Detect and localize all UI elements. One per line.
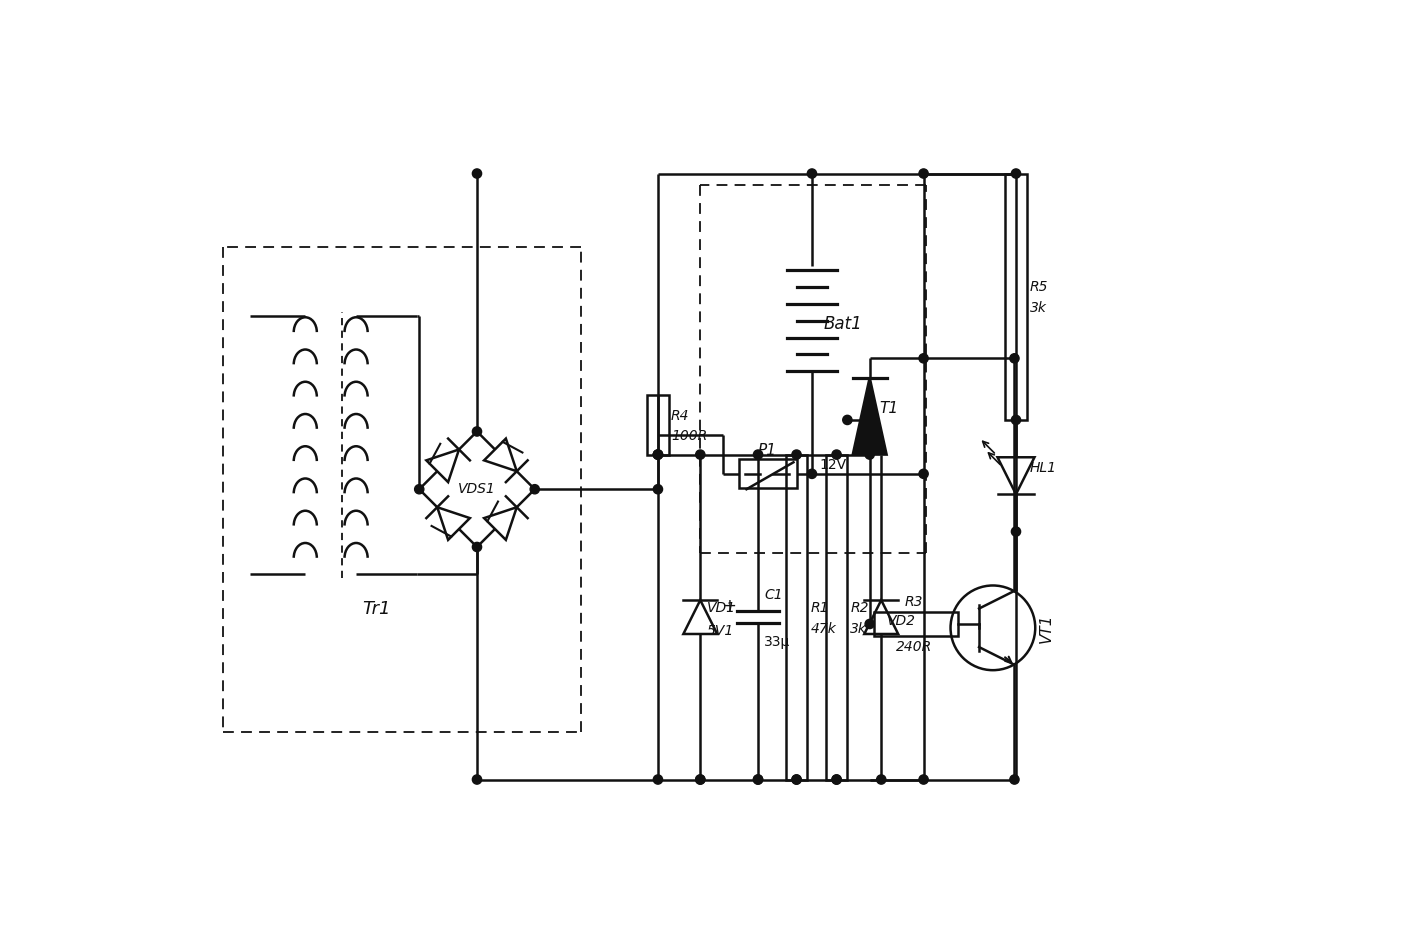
Text: Tr1: Tr1 bbox=[362, 600, 391, 618]
Circle shape bbox=[833, 450, 841, 459]
Text: VD2: VD2 bbox=[888, 614, 916, 628]
Circle shape bbox=[653, 450, 663, 459]
Circle shape bbox=[695, 775, 705, 784]
Circle shape bbox=[753, 775, 763, 784]
Circle shape bbox=[807, 169, 817, 178]
Text: VD1: VD1 bbox=[707, 601, 735, 615]
Circle shape bbox=[919, 169, 929, 178]
Text: 100R: 100R bbox=[671, 429, 707, 444]
Circle shape bbox=[653, 450, 663, 459]
Text: +: + bbox=[722, 597, 736, 615]
Circle shape bbox=[792, 775, 801, 784]
Bar bbox=[647, 395, 668, 455]
Circle shape bbox=[919, 469, 929, 479]
Circle shape bbox=[653, 485, 663, 494]
Circle shape bbox=[865, 620, 874, 628]
Bar bbox=[826, 455, 847, 780]
Text: 47k: 47k bbox=[810, 622, 837, 636]
Circle shape bbox=[807, 469, 817, 479]
Circle shape bbox=[792, 450, 801, 459]
Circle shape bbox=[1011, 527, 1021, 536]
Circle shape bbox=[865, 450, 874, 459]
Text: 12V: 12V bbox=[820, 458, 847, 471]
Bar bbox=[874, 612, 959, 636]
Text: HL1: HL1 bbox=[1029, 461, 1056, 475]
Circle shape bbox=[843, 415, 852, 425]
Circle shape bbox=[833, 775, 841, 784]
Text: 3k: 3k bbox=[851, 622, 868, 636]
Bar bbox=[739, 459, 797, 488]
Circle shape bbox=[653, 775, 663, 784]
Circle shape bbox=[1010, 775, 1020, 784]
Circle shape bbox=[1011, 415, 1021, 425]
Circle shape bbox=[753, 775, 763, 784]
Bar bbox=[1005, 173, 1027, 420]
Circle shape bbox=[919, 354, 929, 363]
Circle shape bbox=[792, 775, 801, 784]
Text: 240R: 240R bbox=[896, 640, 932, 654]
Circle shape bbox=[753, 450, 763, 459]
Polygon shape bbox=[852, 378, 886, 455]
Text: VT1: VT1 bbox=[1039, 613, 1054, 643]
Circle shape bbox=[473, 426, 481, 436]
Text: R3: R3 bbox=[905, 595, 923, 609]
Text: P1: P1 bbox=[758, 444, 777, 458]
Circle shape bbox=[530, 485, 539, 494]
Circle shape bbox=[695, 450, 705, 459]
Circle shape bbox=[653, 450, 663, 459]
Text: 33μ: 33μ bbox=[765, 635, 790, 648]
Circle shape bbox=[695, 775, 705, 784]
Text: T1: T1 bbox=[879, 401, 898, 416]
Text: VDS1: VDS1 bbox=[459, 483, 496, 496]
Circle shape bbox=[1011, 169, 1021, 178]
Circle shape bbox=[1010, 354, 1020, 363]
Circle shape bbox=[473, 543, 481, 551]
Circle shape bbox=[473, 775, 481, 784]
Text: R2: R2 bbox=[851, 601, 869, 615]
Circle shape bbox=[877, 775, 886, 784]
Circle shape bbox=[919, 775, 929, 784]
Circle shape bbox=[415, 485, 423, 494]
Circle shape bbox=[473, 169, 481, 178]
Text: C1: C1 bbox=[765, 588, 783, 603]
Text: R5: R5 bbox=[1029, 281, 1048, 294]
Text: 5V1: 5V1 bbox=[707, 624, 733, 638]
Text: R1: R1 bbox=[810, 601, 828, 615]
Circle shape bbox=[833, 775, 841, 784]
Bar bbox=[786, 455, 807, 780]
Text: 3k: 3k bbox=[1029, 301, 1046, 315]
Text: R4: R4 bbox=[671, 408, 690, 423]
Text: Bat1: Bat1 bbox=[824, 315, 862, 332]
